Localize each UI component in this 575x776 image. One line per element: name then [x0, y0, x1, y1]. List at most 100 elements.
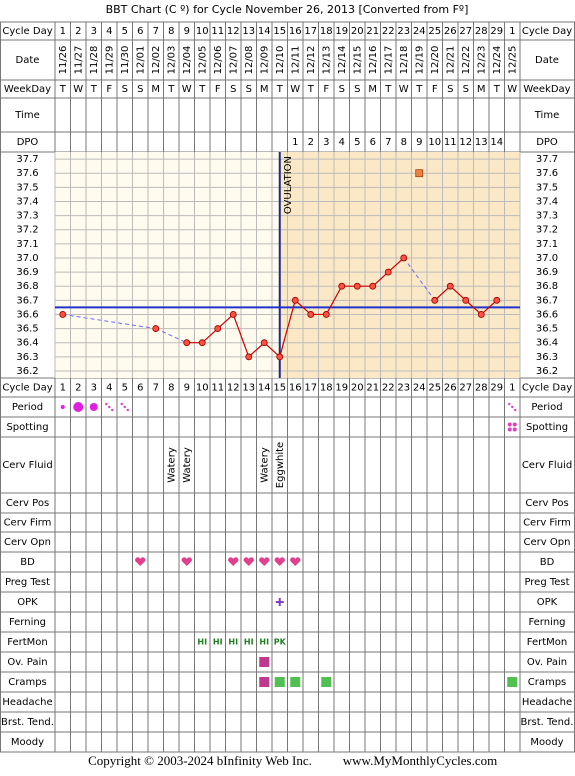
row-label: Cycle Day	[522, 26, 572, 37]
y-tick-label: 36.9	[536, 267, 558, 278]
day-cell: 24	[413, 383, 426, 394]
day-cell: 14	[258, 383, 271, 394]
day-cell: 10	[196, 383, 209, 394]
day-cell: S	[463, 84, 469, 95]
period-dot	[60, 405, 65, 409]
date-label: 11/27	[73, 46, 84, 75]
date-label: 12/04	[182, 46, 193, 75]
row-label: Cerv Fluid	[522, 460, 572, 471]
y-tick-label: 36.3	[16, 352, 38, 363]
day-cell: S	[230, 84, 236, 95]
day-cell: F	[323, 84, 329, 95]
y-tick-label: 37.3	[536, 211, 558, 222]
y-tick-label: 37.6	[536, 168, 558, 179]
row-label: Cerv Fluid	[2, 460, 52, 471]
temp-point	[59, 311, 67, 318]
day-cell: 20	[351, 26, 364, 37]
day-cell: 11	[444, 137, 457, 148]
y-tick-label: 37.4	[536, 196, 558, 207]
temp-point	[291, 296, 299, 304]
temp-point	[198, 339, 206, 347]
date-label: 12/20	[430, 46, 441, 75]
day-cell: 8	[401, 137, 407, 148]
spot-dot	[514, 408, 517, 412]
fertmon: HI	[244, 638, 254, 647]
day-cell: 16	[289, 383, 302, 394]
ovulation-label: OVULATION	[283, 156, 294, 214]
day-cell: 24	[413, 26, 426, 37]
spot-dot	[111, 408, 114, 412]
row-label: Time	[14, 110, 39, 121]
day-cell: 15	[273, 26, 286, 37]
row-label: Preg Test	[5, 577, 50, 588]
row-label: Cerv Opn	[524, 537, 571, 548]
date-label: 12/22	[461, 46, 472, 75]
day-cell: T	[307, 84, 315, 95]
day-cell: 2	[75, 26, 81, 37]
y-tick-label: 36.2	[16, 366, 38, 377]
y-tick-label: 36.7	[536, 295, 558, 306]
y-tick-label: 36.3	[536, 352, 558, 363]
day-cell: 21	[366, 26, 379, 37]
row-label: Cerv Pos	[525, 498, 568, 509]
temp-point	[183, 339, 191, 347]
day-cell: M	[151, 84, 160, 95]
day-cell: 18	[320, 383, 333, 394]
row-label: Time	[534, 110, 559, 121]
pre-ovulation-bg	[55, 152, 280, 378]
day-cell: 1	[509, 26, 515, 37]
y-tick-label: 37.1	[16, 239, 38, 250]
row-label: Period	[12, 402, 43, 413]
date-label: 11/28	[89, 46, 100, 75]
day-cell: 13	[242, 383, 255, 394]
day-cell: T	[59, 84, 67, 95]
symptom	[259, 677, 270, 687]
day-cell: M	[477, 84, 486, 95]
row-label: Cramps	[8, 677, 47, 688]
spot-dot	[105, 402, 108, 406]
date-label: 12/23	[476, 46, 487, 75]
row-label: Cerv Opn	[4, 537, 51, 548]
symptom	[259, 657, 270, 667]
day-cell: 17	[304, 26, 317, 37]
day-cell: T	[90, 84, 98, 95]
day-cell: 8	[168, 383, 174, 394]
day-cell: 2	[75, 383, 81, 394]
day-cell: 25	[428, 383, 441, 394]
temp-point	[322, 311, 330, 318]
fertmon: HI	[213, 638, 223, 647]
row-label: Cerv Firm	[4, 518, 52, 529]
day-cell: 1	[292, 137, 298, 148]
spot-dot	[108, 405, 111, 409]
temp-point	[214, 325, 222, 332]
discarded-temp	[415, 169, 424, 178]
spot-dot	[507, 422, 512, 427]
day-cell: 5	[354, 137, 360, 148]
y-tick-label: 37.0	[16, 253, 38, 264]
day-cell: 29	[490, 383, 503, 394]
y-tick-label: 37.0	[536, 253, 558, 264]
row-label: Ferning	[9, 617, 46, 628]
row-label: DPO	[536, 137, 558, 148]
gap-connector	[403, 257, 436, 301]
row-label: Spotting	[526, 422, 568, 433]
day-cell: T	[198, 84, 206, 95]
day-cell: 6	[370, 137, 376, 148]
day-cell: 13	[475, 137, 488, 148]
fertmon: HI	[259, 638, 269, 647]
day-cell: 3	[91, 383, 97, 394]
y-tick-label: 36.2	[536, 366, 558, 377]
day-cell: 27	[459, 383, 472, 394]
heart	[228, 557, 239, 566]
day-cell: 19	[335, 26, 348, 37]
copyright: Copyright © 2003-2024 bInfinity Web Inc.	[88, 753, 312, 768]
day-cell: S	[447, 84, 453, 95]
row-label: OPK	[537, 597, 558, 608]
temp-point	[477, 311, 485, 318]
day-cell: 12	[227, 383, 240, 394]
day-cell: 10	[196, 26, 209, 37]
day-cell: 11	[211, 383, 224, 394]
day-cell: 18	[320, 26, 333, 37]
date-label: 11/29	[104, 46, 115, 75]
temp-point	[152, 325, 160, 332]
